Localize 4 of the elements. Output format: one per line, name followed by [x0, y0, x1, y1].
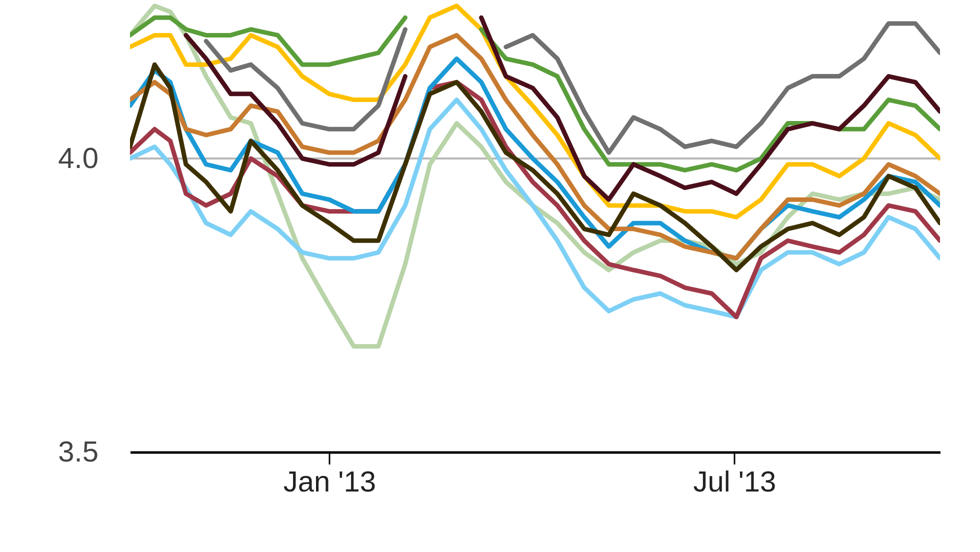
y-tick-label: 3.5	[58, 436, 98, 468]
x-tick-label: Jul '13	[693, 466, 776, 498]
y-tick-label: 4.0	[58, 142, 98, 175]
x-tick-label: Jan '13	[283, 466, 376, 498]
